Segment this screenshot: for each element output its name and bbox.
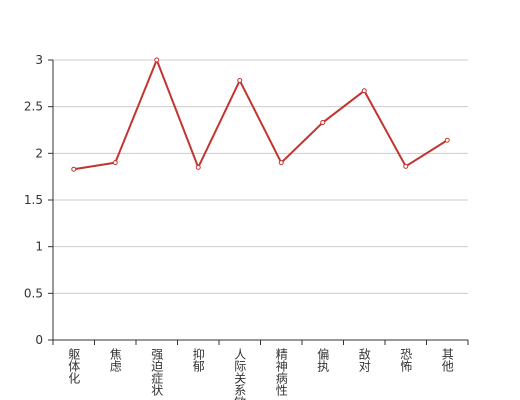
point	[237, 78, 243, 84]
point	[195, 164, 201, 170]
point	[154, 57, 160, 63]
y-tick-label: 0	[35, 333, 43, 347]
x-tick-label: 偏执	[316, 347, 330, 373]
x-tick-label: 躯体化	[67, 347, 81, 385]
y-tick-label: 3	[35, 53, 43, 67]
point	[112, 160, 118, 166]
point	[278, 160, 284, 166]
point	[403, 163, 409, 169]
x-tick-label: 强迫症状	[150, 348, 164, 396]
point	[444, 137, 450, 143]
point	[71, 166, 77, 172]
x-tick-label: 精神病性	[274, 348, 288, 397]
x-tick-label: 敌对	[357, 347, 371, 372]
y-tick-label: 0.5	[24, 286, 43, 300]
point	[320, 120, 326, 126]
y-tick-label: 1	[35, 240, 43, 254]
line	[73, 57, 448, 171]
point	[361, 88, 367, 94]
x-tick-label: 抑郁	[191, 347, 205, 373]
x-tick-label: 焦虑	[108, 348, 122, 372]
y-tick-label: 2.5	[24, 100, 43, 114]
y-tick-label: 1.5	[24, 193, 43, 207]
x-tick-label: 恐怖	[399, 348, 413, 372]
x-tick-label: 人际关系敏感	[233, 348, 247, 400]
y-tick-label: 2	[35, 146, 43, 160]
x-tick-label: 其他	[440, 348, 454, 372]
